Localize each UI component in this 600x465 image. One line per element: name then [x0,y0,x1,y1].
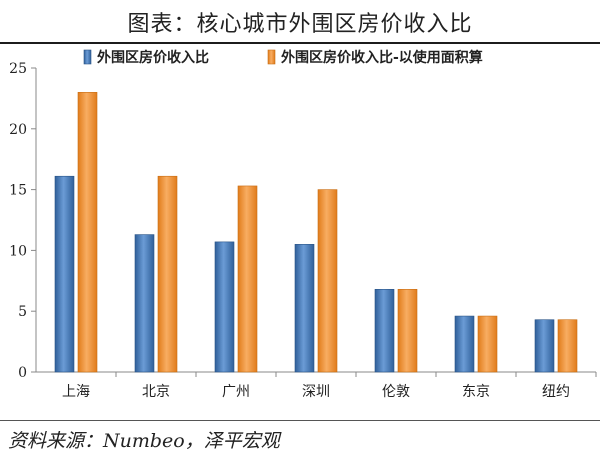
bar-series1-伦敦 [374,289,395,373]
x-tick-label: 北京 [142,384,170,400]
x-tick-label: 广州 [222,384,250,400]
x-tick-label: 东京 [462,384,490,400]
chart-axes: 0 5 10 15 20 25 上海 北京 广州 深圳 伦敦 东京 纽约 [9,61,597,400]
chart-title: 图表：核心城市外围区房价收入比 [127,12,473,37]
y-tick-label: 20 [9,122,27,138]
x-tick-label: 深圳 [302,384,330,400]
legend-label-series1: 外围区房价收入比 [97,49,209,66]
bar-series2-北京 [157,175,178,373]
bar-series1-深圳 [294,244,315,373]
legend-swatch-series1 [83,49,92,65]
y-tick-label: 25 [9,61,27,77]
bar-series1-北京 [134,234,155,373]
bar-series1-广州 [214,241,235,373]
y-tick-label: 10 [9,243,27,259]
y-tick-label: 0 [18,365,27,381]
title-divider [0,42,600,44]
legend-label-series2: 外围区房价收入比-以使用面积算 [281,49,483,66]
bar-series2-上海 [77,92,98,373]
legend-swatch-series2 [267,49,276,65]
bar-series1-上海 [54,175,75,373]
x-tick-label: 上海 [62,384,90,400]
x-tick-label: 伦敦 [382,384,410,400]
bar-series2-伦敦 [397,289,418,373]
y-tick-label: 5 [18,304,27,320]
bar-series2-纽约 [557,319,578,373]
bar-series2-东京 [477,315,498,373]
source-divider [0,420,600,421]
bar-series2-深圳 [317,189,338,373]
y-tick-label: 15 [9,183,27,199]
chart-bars [54,92,578,373]
bar-series2-广州 [237,185,258,373]
bar-series1-东京 [454,315,475,373]
source-note: 资料来源：Numbeo，泽平宏观 [8,430,280,452]
x-tick-label: 纽约 [542,384,570,400]
bar-series1-纽约 [534,319,555,373]
chart-legend: 外围区房价收入比 外围区房价收入比-以使用面积算 [83,49,483,66]
